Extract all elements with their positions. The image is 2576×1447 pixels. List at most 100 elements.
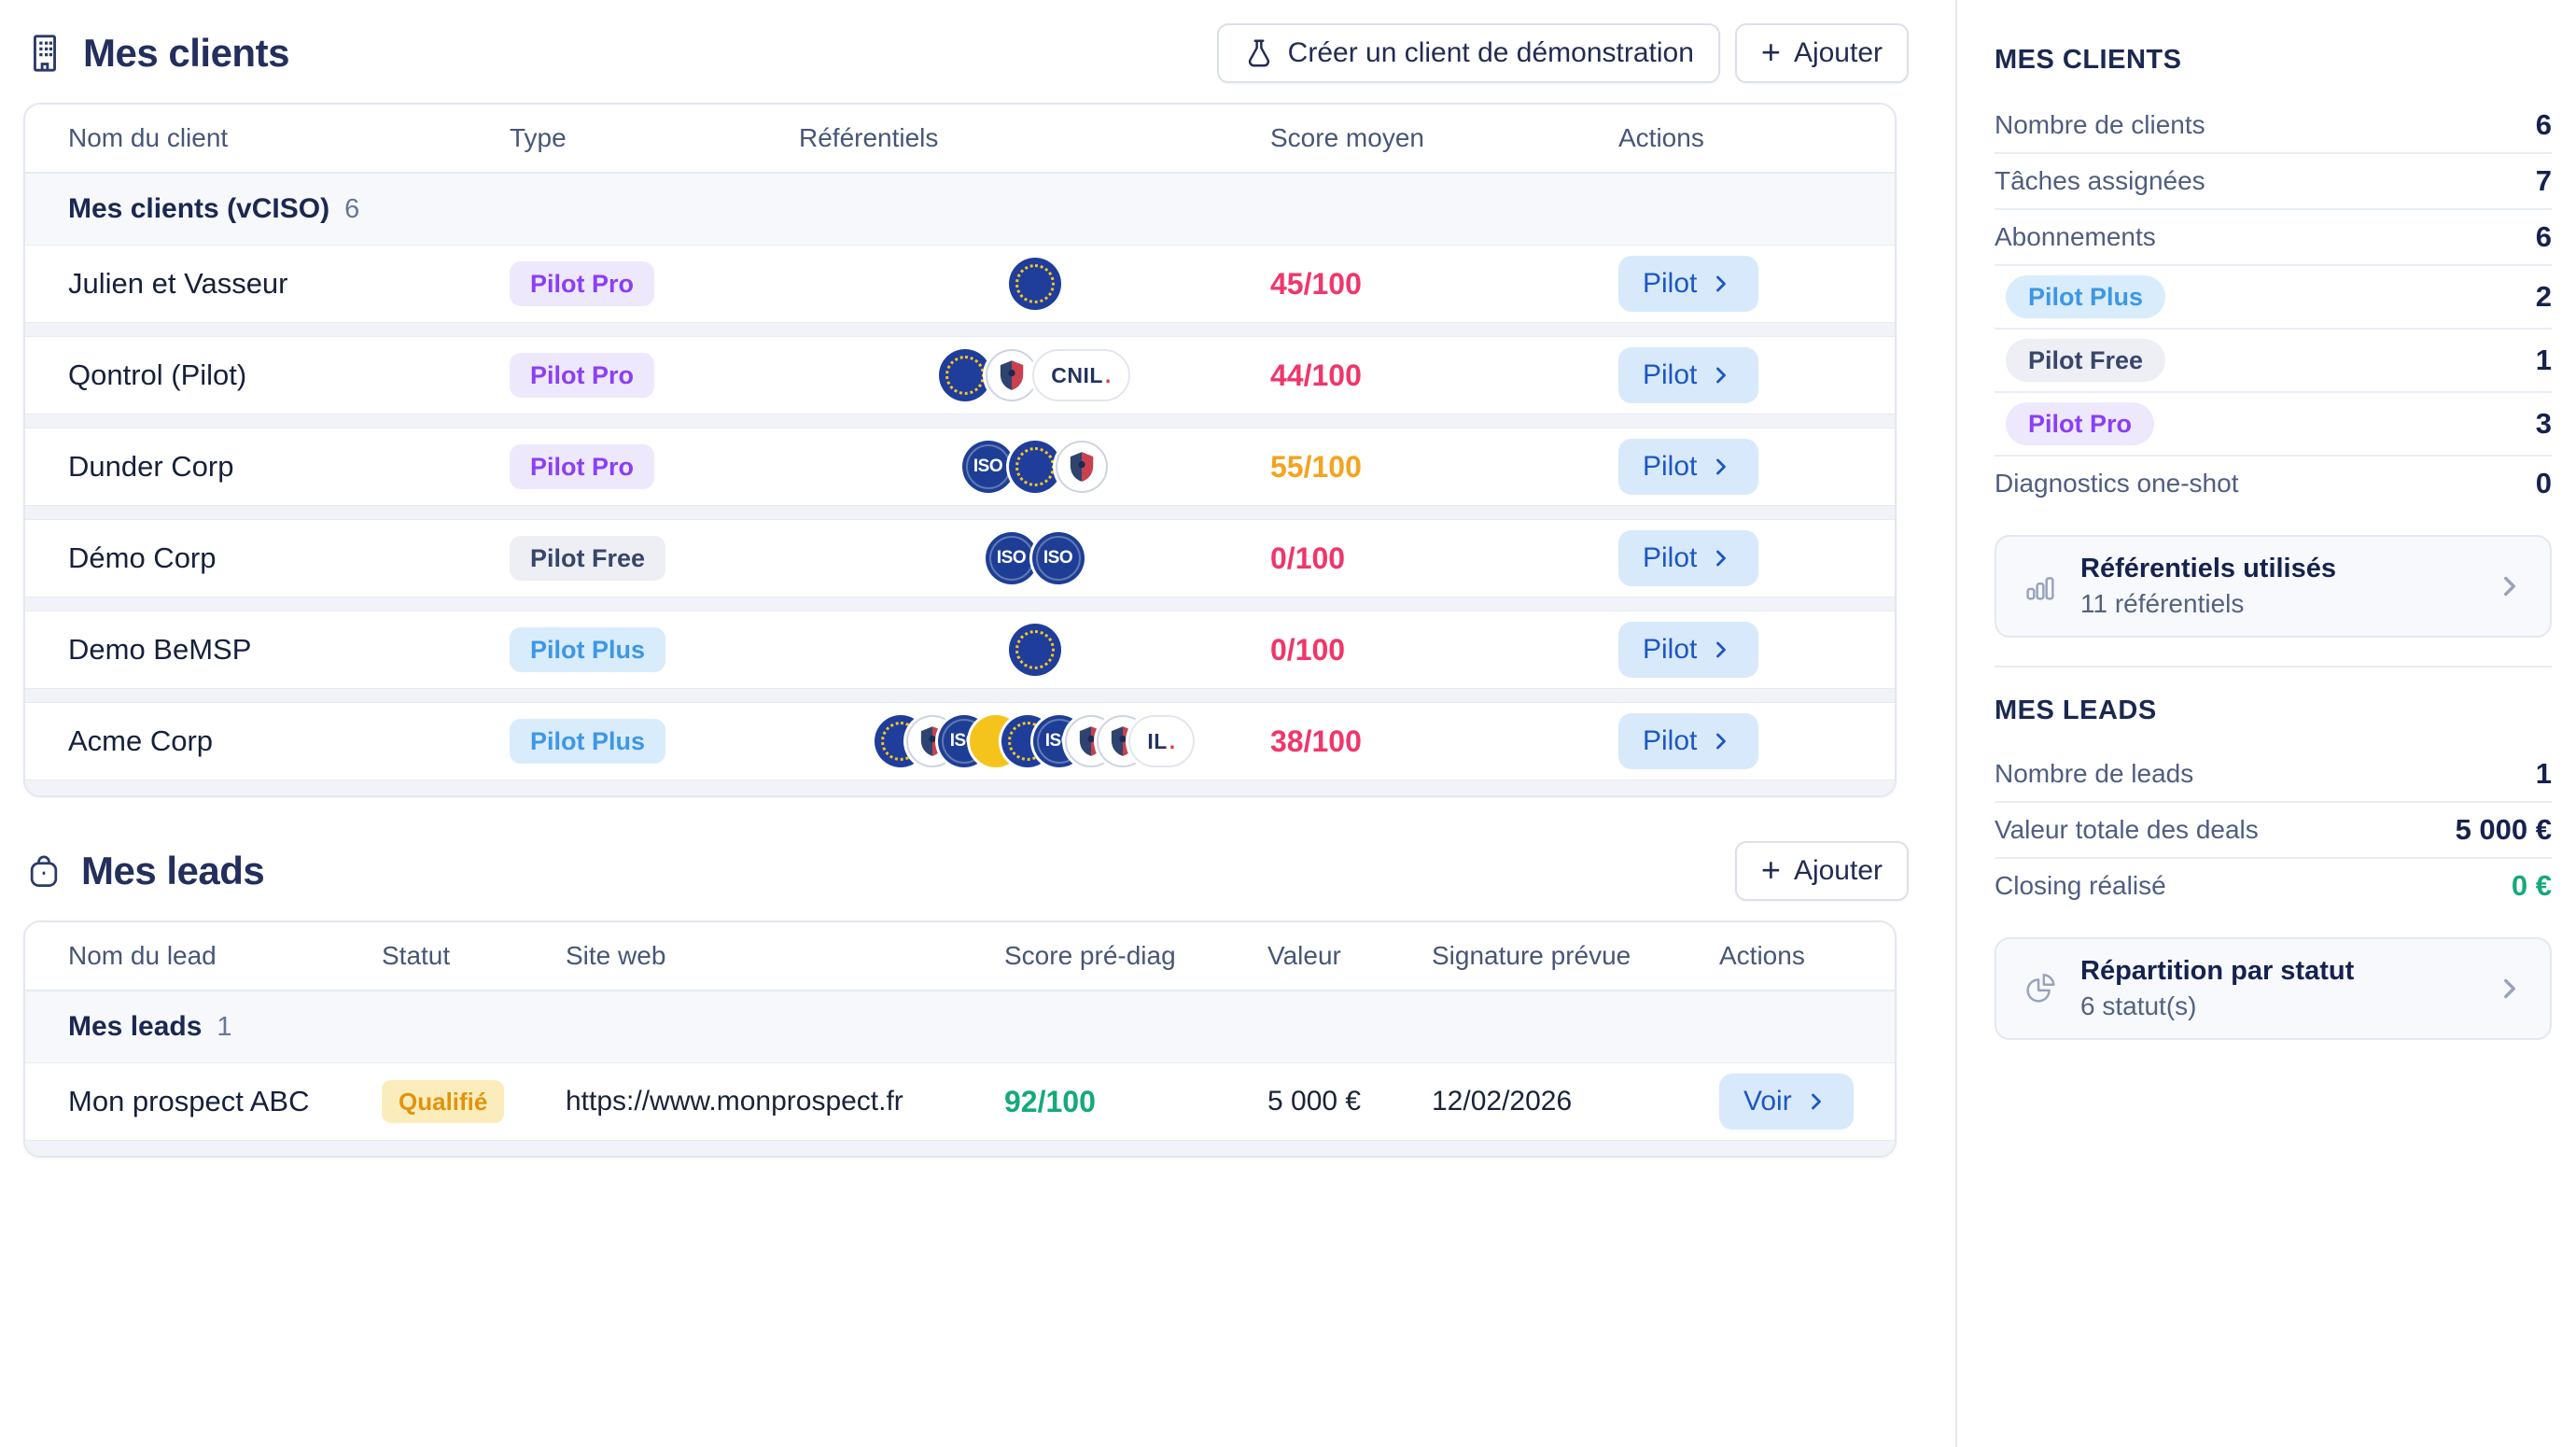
client-actions-cell: Pilot xyxy=(1618,713,1852,769)
row-separator xyxy=(25,322,1895,337)
referentiels-card-title: Référentiels utilisés xyxy=(2080,554,2336,583)
add-lead-label: Ajouter xyxy=(1793,855,1883,886)
client-actions-cell: Pilot xyxy=(1618,439,1852,495)
briefcase-icon xyxy=(23,850,64,892)
open-client-button[interactable]: Pilot xyxy=(1618,439,1759,495)
plan-badge: Pilot Pro xyxy=(510,444,655,489)
client-name: Acme Corp xyxy=(68,724,214,757)
score-value: 44/100 xyxy=(1270,358,1362,392)
anssi-shield-badge xyxy=(986,349,1039,401)
score-value: 45/100 xyxy=(1270,266,1362,301)
sidebar-stat-row: Closing réalisé 0 € xyxy=(1995,859,2552,913)
col-header-site-web: Site web xyxy=(566,941,666,970)
client-table-row[interactable]: Acme Corp Pilot Plus ISO ISO IL. 38/100 Pilot xyxy=(25,703,1895,780)
row-separator xyxy=(25,505,1895,520)
open-client-button-label: Pilot xyxy=(1643,268,1698,299)
add-lead-button[interactable]: + Ajouter xyxy=(1734,841,1909,901)
anssi-shield-badge xyxy=(1055,441,1108,493)
clients-group-label: Mes clients (vCISO) xyxy=(68,193,330,224)
row-separator xyxy=(25,414,1895,428)
chevron-right-icon xyxy=(1716,733,1727,750)
stat-value: 1 xyxy=(2535,344,2552,376)
col-header-actions: Actions xyxy=(1618,123,1704,152)
statuts-card[interactable]: Répartition par statut 6 statut(s) xyxy=(1995,937,2552,1040)
plan-badge: Pilot Free xyxy=(2006,339,2166,382)
statuts-card-subtitle: 6 statut(s) xyxy=(2080,991,2197,1020)
clients-table-header: Nom du client Type Référentiels Score mo… xyxy=(25,105,1895,174)
chevron-right-icon xyxy=(2494,570,2526,602)
open-client-button-label: Pilot xyxy=(1643,451,1698,482)
col-header-actions: Actions xyxy=(1719,941,1805,970)
lead-name: Mon prospect ABC xyxy=(68,1085,310,1117)
eu-flag-badge xyxy=(1008,258,1061,310)
client-name: Dunder Corp xyxy=(68,450,234,483)
stat-label: Closing réalisé xyxy=(1995,871,2166,900)
pie-chart-icon xyxy=(2021,969,2060,1008)
plus-icon: + xyxy=(1760,850,1781,889)
flask-icon xyxy=(1243,37,1275,69)
open-client-button[interactable]: Pilot xyxy=(1618,256,1759,312)
referentiels-cell: ISO ISO xyxy=(799,532,1270,584)
open-client-button-label: Pilot xyxy=(1643,725,1698,756)
client-plan-cell: Pilot Pro xyxy=(510,444,799,489)
stat-label: Nombre de clients xyxy=(1995,110,2205,139)
lead-signature-date: 12/02/2026 xyxy=(1432,1086,1573,1117)
sidebar-subscription-row: Pilot Plus 2 xyxy=(1995,266,2552,330)
lead-table-row[interactable]: Mon prospect ABC Qualifié https://www.monp… xyxy=(25,1063,1895,1140)
stat-value: 0 € xyxy=(2511,869,2552,902)
view-lead-button[interactable]: Voir xyxy=(1719,1074,1854,1130)
client-table-row[interactable]: Demo BeMSP Pilot Plus 0/100 Pilot xyxy=(25,611,1895,688)
plan-badge: Pilot Plus xyxy=(510,719,666,764)
chevron-right-icon xyxy=(1716,458,1727,475)
add-client-button[interactable]: + Ajouter xyxy=(1734,23,1909,83)
referentiels-cell: ISO xyxy=(799,441,1270,493)
eu-flag-badge xyxy=(939,349,992,401)
score-value: 0/100 xyxy=(1270,632,1346,667)
cnil-label: IL xyxy=(1147,728,1168,753)
open-client-button[interactable]: Pilot xyxy=(1618,713,1759,769)
open-client-button-label: Pilot xyxy=(1643,634,1698,665)
plan-badge: Pilot Free xyxy=(510,536,666,581)
open-client-button[interactable]: Pilot xyxy=(1618,347,1759,403)
create-demo-client-button[interactable]: Créer un client de démonstration xyxy=(1216,23,1720,83)
stat-label: Diagnostics one-shot xyxy=(1995,469,2239,498)
lead-status-badge: Qualifié xyxy=(382,1080,505,1123)
plan-badge: Pilot Pro xyxy=(510,261,655,306)
sidebar-stat-row: Abonnements 6 xyxy=(1995,210,2552,266)
lead-website: https://www.monprospect.fr xyxy=(566,1086,903,1117)
client-table-row[interactable]: Julien et Vasseur Pilot Pro 45/100 Pilot xyxy=(25,246,1895,322)
open-client-button-label: Pilot xyxy=(1643,542,1698,573)
stat-label: Tâches assignées xyxy=(1995,166,2205,195)
leads-section-header: Mes leads + Ajouter xyxy=(23,838,1909,904)
score-value: 38/100 xyxy=(1270,724,1362,758)
shield-glyph xyxy=(1070,452,1093,482)
stat-value: 0 xyxy=(2535,467,2552,499)
client-name: Qontrol (Pilot) xyxy=(68,358,247,391)
referentiels-card[interactable]: Référentiels utilisés 11 référentiels xyxy=(1995,535,2552,638)
stats-sidebar: MES CLIENTS Nombre de clients 6 Tâches ass… xyxy=(1955,0,2576,1447)
stat-value: 7 xyxy=(2535,164,2552,197)
bar-chart-icon xyxy=(2021,567,2060,606)
open-client-button-label: Pilot xyxy=(1643,359,1698,390)
chevron-right-icon xyxy=(1716,367,1727,384)
col-header-score-moyen: Score moyen xyxy=(1270,123,1424,152)
main-content: Mes clients Créer un client de démonstra… xyxy=(23,23,1909,1158)
open-client-button[interactable]: Pilot xyxy=(1618,530,1759,586)
col-header-type: Type xyxy=(510,123,567,152)
leads-table: Nom du lead Statut Site web Score pré-di… xyxy=(23,920,1897,1158)
client-table-row[interactable]: Qontrol (Pilot) Pilot Pro CNIL. 44/100 Pilot xyxy=(25,337,1895,414)
clients-section-title: Mes clients xyxy=(83,31,289,75)
add-client-label: Ajouter xyxy=(1793,37,1883,68)
client-actions-cell: Pilot xyxy=(1618,530,1852,586)
client-table-row[interactable]: Démo Corp Pilot Free ISO ISO 0/100 Pilot xyxy=(25,520,1895,597)
plan-badge: Pilot Plus xyxy=(510,627,666,672)
score-value: 55/100 xyxy=(1270,449,1362,484)
cnil-label: CNIL xyxy=(1051,362,1103,387)
building-icon xyxy=(23,32,66,75)
client-plan-cell: Pilot Plus xyxy=(510,719,799,764)
client-table-row[interactable]: Dunder Corp Pilot Pro ISO 55/100 Pilot xyxy=(25,428,1895,505)
client-actions-cell: Pilot xyxy=(1618,622,1852,678)
open-client-button[interactable]: Pilot xyxy=(1618,622,1759,678)
col-header-valeur: Valeur xyxy=(1267,941,1341,970)
lead-status-cell: Qualifié xyxy=(382,1080,566,1123)
